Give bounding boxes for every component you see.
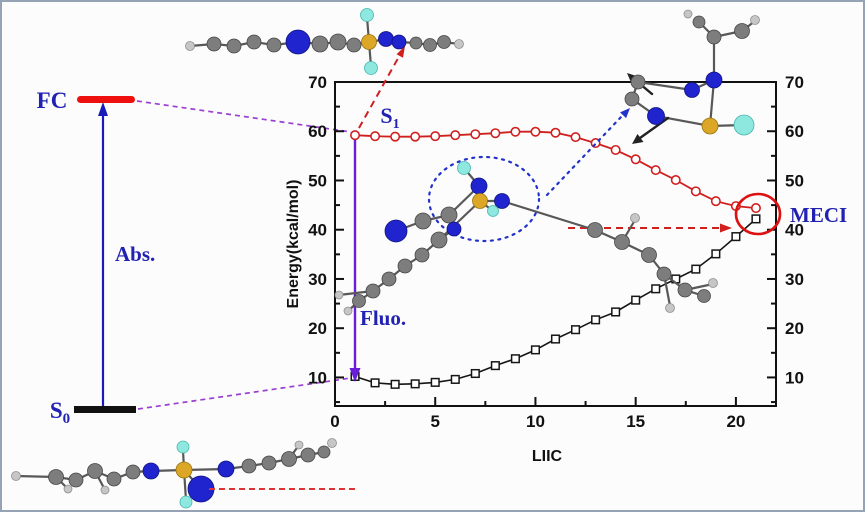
s1-data-point <box>570 132 581 143</box>
s0-data-point <box>390 379 400 389</box>
y-axis-tick-label-right: 40 <box>785 221 804 240</box>
y-axis-tick-label-left: 40 <box>308 221 327 240</box>
y-axis-tick-label-right: 70 <box>785 73 804 92</box>
s1-data-point <box>430 131 441 142</box>
s1-data-point <box>710 196 721 207</box>
meci-label: MECI <box>790 203 847 227</box>
s0-level-bar <box>74 406 136 413</box>
s1-curve <box>354 130 757 209</box>
s0-label: S0 <box>50 398 70 427</box>
s1-data-point <box>530 126 541 137</box>
left-energy-diagram: FC S0 Abs. <box>37 88 352 427</box>
s0-data-point <box>550 334 561 344</box>
x-axis-title: LIIC <box>532 448 563 465</box>
s0-curve <box>354 218 757 386</box>
molecule-s0-bottomleft <box>11 438 358 509</box>
plot-dynamic-content: 0 5 10 15 20 10 10 20 20 30 30 40 40 50 50 60 60 70 70 <box>308 73 804 431</box>
x-axis-tick-label: 10 <box>526 412 545 431</box>
s1-series-label: S1 <box>380 103 399 132</box>
s0-data-point <box>711 249 721 259</box>
abs-arrow <box>98 102 108 406</box>
s1-data-point <box>410 131 421 142</box>
s1-data-point <box>470 129 481 140</box>
s0-data-point <box>470 368 480 379</box>
s0-data-point <box>450 374 460 384</box>
y-axis-tick-label-left: 10 <box>308 368 327 387</box>
y-axis-tick-label-left: 30 <box>308 270 327 289</box>
molecule-fc-middle <box>334 161 718 316</box>
fluo-arrow <box>349 140 361 382</box>
y-axis-tick-label-left: 50 <box>308 171 327 190</box>
x-axis-tick-label: 5 <box>430 412 439 431</box>
s0-data-point <box>751 214 761 224</box>
s0-data-point <box>490 361 500 371</box>
s0-data-point <box>651 284 661 294</box>
s1-data-point <box>450 130 461 141</box>
x-axis-tick-label: 20 <box>726 412 745 431</box>
s1-data-point <box>550 127 561 138</box>
s0-data-point <box>370 378 380 388</box>
y-axis-tick-label-right: 50 <box>785 171 804 190</box>
y-axis-title: Energy(kcal/mol) <box>285 180 302 309</box>
arrow-to-meci-structure <box>545 108 630 197</box>
s1-data-point <box>390 131 401 142</box>
s1-data-point <box>690 186 701 197</box>
s0-data-point <box>430 377 440 387</box>
y-axis-tick-label-right: 20 <box>785 319 804 338</box>
s0-data-point <box>410 379 420 389</box>
meci-circle-annotation <box>734 192 782 236</box>
s0-data-point <box>731 232 741 242</box>
s0-data-point <box>570 325 581 335</box>
y-axis-tick-label-left: 20 <box>308 319 327 338</box>
s1-data-point <box>370 131 381 142</box>
s0-data-point <box>530 345 541 355</box>
plot-frame <box>334 81 777 407</box>
energy-plot: 0 5 10 15 20 10 10 20 20 30 30 40 40 50 50 60 60 70 70 Ene… <box>285 73 804 465</box>
s1-data-point <box>490 128 501 139</box>
molecule-s1-minimum-top <box>185 8 464 75</box>
s1-data-point <box>650 165 661 176</box>
s1-data-point <box>630 154 641 165</box>
y-axis-tick-label-left: 70 <box>308 73 327 92</box>
s1-data-point <box>750 203 761 214</box>
fc-level-bar <box>77 96 135 103</box>
s1-data-point <box>610 144 621 155</box>
s1-data-point <box>670 174 681 185</box>
s0-data-point <box>591 315 601 325</box>
molecule-meci-topright <box>624 9 760 144</box>
fc-label: FC <box>37 88 68 113</box>
structure-highlight-ellipse <box>427 155 541 243</box>
abs-label: Abs. <box>115 242 155 266</box>
y-axis-tick-label-right: 30 <box>785 270 804 289</box>
arrow-to-s1min-structure <box>358 46 405 129</box>
s0-data-point <box>631 295 641 305</box>
s0-data-point <box>691 264 701 274</box>
x-axis-tick-label: 0 <box>330 412 339 431</box>
y-axis-tick-label-right: 10 <box>785 368 804 387</box>
fc-correlation-dashed-line <box>136 100 352 133</box>
fluo-label: Fluo. <box>360 306 406 330</box>
x-axis-tick-label: 15 <box>626 412 645 431</box>
s0-data-point <box>510 354 520 364</box>
s1-data-point <box>510 126 521 137</box>
s1-data-point <box>350 130 361 141</box>
s0-data-point <box>611 307 621 317</box>
y-axis-tick-label-right: 60 <box>785 122 804 141</box>
y-axis-tick-label-left: 60 <box>308 122 327 141</box>
